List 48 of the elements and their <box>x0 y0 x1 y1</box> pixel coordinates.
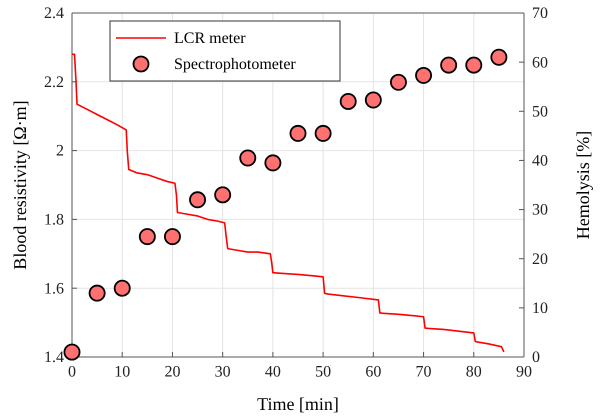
point <box>138 228 156 246</box>
point <box>214 186 232 204</box>
x-tick-label: 70 <box>416 363 432 380</box>
legend-label: LCR meter <box>174 30 246 47</box>
y-tick-label: 1.8 <box>44 212 64 229</box>
x-tick-label: 90 <box>516 363 532 380</box>
line-series <box>71 53 505 353</box>
point <box>364 92 382 108</box>
point <box>64 344 80 361</box>
x-tick-label: 40 <box>264 363 281 380</box>
x-tick-label: 50 <box>315 363 332 380</box>
y-tick-label: 2 <box>56 142 64 160</box>
point <box>264 154 282 172</box>
point <box>239 150 256 166</box>
y-tick-label: 2.2 <box>44 74 64 91</box>
y-tick-label: 1.4 <box>44 349 64 366</box>
point <box>490 48 508 66</box>
y-axis-title: Blood resistivity [Ω·m] <box>10 100 30 270</box>
y2-tick-label: 50 <box>532 103 548 120</box>
y-tick-label: 1.6 <box>44 280 64 298</box>
y2-tick-label: 20 <box>532 250 548 268</box>
y2-tick-label: 60 <box>532 54 548 72</box>
x-tick-label: 80 <box>466 363 482 380</box>
point <box>164 228 181 246</box>
y2-tick-label: 30 <box>532 202 548 219</box>
y2-tick-label: 10 <box>532 300 548 317</box>
point <box>314 124 332 142</box>
x-tick-label: 30 <box>214 363 231 380</box>
x-tick-label: 60 <box>365 363 382 380</box>
y2-tick-label: 70 <box>532 5 548 22</box>
y2-tick-label: 40 <box>532 152 548 170</box>
y2-axis-title: Hemolysis [%] <box>573 130 593 240</box>
point <box>340 93 357 110</box>
point <box>440 56 458 74</box>
x-axis-title: Time [min] <box>257 394 339 414</box>
point <box>415 66 432 84</box>
y2-tick-label: 0 <box>532 349 540 366</box>
legend-label: Spectrophotometer <box>174 56 296 73</box>
x-tick-label: 20 <box>164 363 180 380</box>
point <box>465 56 482 74</box>
point <box>114 280 131 297</box>
point <box>88 284 106 302</box>
point <box>390 74 407 91</box>
x-tick-label: 0 <box>68 363 76 380</box>
y-tick-label: 2.4 <box>44 5 64 22</box>
point <box>189 191 206 208</box>
point <box>290 124 306 142</box>
x-tick-label: 10 <box>114 363 130 380</box>
